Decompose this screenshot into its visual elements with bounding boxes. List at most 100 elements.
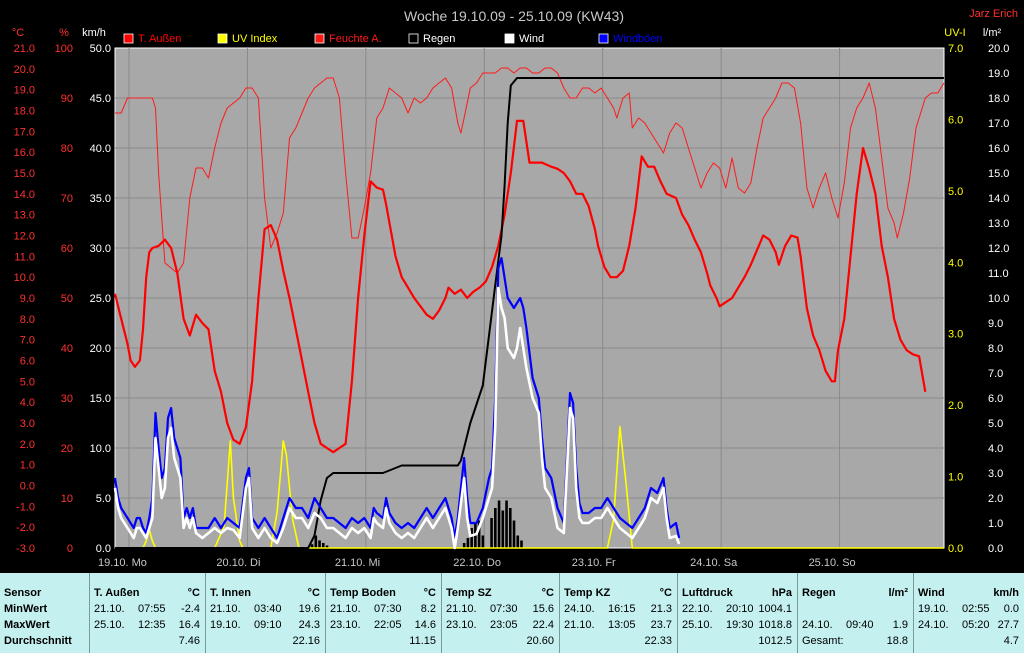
legend-swatch <box>408 33 419 44</box>
legend-swatch <box>123 33 134 44</box>
legend-label: Windböen <box>613 33 663 45</box>
grid-lines <box>115 48 944 548</box>
wind-tick-label: 30.0 <box>90 243 111 255</box>
chart-title: Woche 19.10.09 - 25.10.09 (KW43) <box>404 8 624 24</box>
legend-label: Regen <box>423 33 455 45</box>
uv-tick-label: 0.0 <box>948 543 963 555</box>
stats-header: Temp SZ °C <box>446 586 554 601</box>
humidity-tick-label: 20 <box>61 443 73 455</box>
stats-avg-value: 22.33 <box>644 635 672 647</box>
humidity-tick-label: 40 <box>61 343 73 355</box>
stats-header: T. Außen °C <box>94 586 200 601</box>
stats-label-min: MinWert <box>4 603 48 615</box>
stats-sensor-name: Temp Boden <box>330 587 396 599</box>
stats-avg-value: 20.60 <box>526 635 554 647</box>
rain-tick-label: 17.0 <box>988 118 1009 130</box>
legend-swatch <box>598 33 609 44</box>
rain-tick-label: 2.0 <box>988 493 1003 505</box>
stats-min-row: 19.10. 02:55 0.0 <box>918 602 1019 617</box>
wind-tick-label: 0.0 <box>96 543 111 555</box>
series-line-feuchte-a- <box>115 67 945 274</box>
rain-tick-label: 14.0 <box>988 193 1009 205</box>
stats-min-time: 20:10 <box>726 603 754 615</box>
wind-tick-label: 10.0 <box>90 443 111 455</box>
temp-tick-label: 8.0 <box>20 314 35 326</box>
stats-avg-row: 1012.5 <box>682 634 792 649</box>
temp-tick-label: 9.0 <box>20 293 35 305</box>
stats-column: Luftdruck hPa 22.10. 20:10 1004.1 25.10. 19:30… <box>677 573 798 653</box>
rain-bar <box>325 545 329 548</box>
stats-sensor-name: T. Außen <box>94 587 140 599</box>
x-tick-label: 20.10. Di <box>216 557 260 569</box>
stats-min-row: 21.10. 07:30 15.6 <box>446 602 554 617</box>
rain-tick-label: 15.0 <box>988 168 1009 180</box>
stats-max-time: 09:10 <box>254 619 282 631</box>
stats-min-time: 07:30 <box>490 603 518 615</box>
temp-tick-label: 13.0 <box>14 210 35 222</box>
stats-max-time: 23:05 <box>490 619 518 631</box>
temp-tick-label: 19.0 <box>14 85 35 97</box>
temp-tick-label: 20.0 <box>14 64 35 76</box>
x-tick-label: 19.10. Mo <box>98 557 147 569</box>
stats-header: Temp KZ °C <box>564 586 672 601</box>
rain-tick-label: 4.0 <box>988 443 1003 455</box>
wind-tick-label: 45.0 <box>90 93 111 105</box>
stats-header: Temp Boden °C <box>330 586 436 601</box>
rain-bar <box>310 544 314 548</box>
temp-axis-title: °C <box>12 27 24 39</box>
stats-max-time: 13:05 <box>608 619 636 631</box>
rain-bar <box>477 520 481 548</box>
humidity-tick-label: 0 <box>67 543 73 555</box>
stats-header: T. Innen °C <box>210 586 320 601</box>
rain-bar <box>481 535 485 548</box>
stats-max-value: 22.4 <box>532 619 554 631</box>
stats-sensor-name: Wind <box>918 587 945 599</box>
stats-unit: °C <box>659 587 672 599</box>
uv-tick-label: 7.0 <box>948 43 963 55</box>
rain-tick-label: 16.0 <box>988 143 1009 155</box>
stats-min-value: 15.6 <box>532 603 554 615</box>
rain-tick-label: 6.0 <box>988 393 1003 405</box>
legend-swatch <box>217 33 228 44</box>
x-tick-label: 22.10. Do <box>453 557 501 569</box>
humidity-tick-label: 10 <box>61 493 73 505</box>
stats-max-date: 25.10. <box>94 619 125 631</box>
stats-max-row: 25.10. 12:35 16.4 <box>94 618 200 633</box>
rain-tick-label: 5.0 <box>988 418 1003 430</box>
stats-avg-row: Gesamt: 18.8 <box>802 634 908 649</box>
temp-tick-label: 2.0 <box>20 439 35 451</box>
stats-column: Temp Boden °C 21.10. 07:30 8.2 23.10. 22:05 14.… <box>325 573 442 653</box>
rain-tick-label: 13.0 <box>988 218 1009 230</box>
stats-min-time: 16:15 <box>608 603 636 615</box>
humidity-tick-label: 80 <box>61 143 73 155</box>
stats-max-time: 12:35 <box>138 619 166 631</box>
stats-column: Temp SZ °C 21.10. 07:30 15.6 23.10. 23:05 22.4 2… <box>441 573 560 653</box>
temp-tick-label: 15.0 <box>14 168 35 180</box>
wind-tick-label: 50.0 <box>90 43 111 55</box>
stats-sensor-name: T. Innen <box>210 587 251 599</box>
stats-column: Wind km/h 19.10. 02:55 0.0 24.10. 05:20 27.7 4.7 <box>913 573 1024 653</box>
wind-tick-label: 20.0 <box>90 343 111 355</box>
stats-unit: °C <box>541 587 554 599</box>
stats-max-value: 1018.8 <box>758 619 792 631</box>
stats-avg-row: 20.60 <box>446 634 554 649</box>
stats-min-date: 19.10. <box>918 603 949 615</box>
rain-bar <box>490 518 493 548</box>
stats-column: Temp KZ °C 24.10. 16:15 21.3 21.10. 13:05 23.7 2… <box>559 573 678 653</box>
temp-tick-label: 11.0 <box>14 251 35 263</box>
rain-axis-title: l/m² <box>983 27 1002 39</box>
rain-tick-label: 7.0 <box>988 368 1003 380</box>
stats-sensor-name: Temp KZ <box>564 587 611 599</box>
rain-bar <box>318 540 321 548</box>
legend-swatch <box>314 33 325 44</box>
legend-label: Wind <box>519 33 544 45</box>
uv-axis-title: UV-I <box>944 27 965 39</box>
stats-avg-row: 11.15 <box>330 634 436 649</box>
rain-tick-label: 10.0 <box>988 293 1009 305</box>
x-tick-label: 21.10. Mi <box>335 557 380 569</box>
stats-min-row: 24.10. 16:15 21.3 <box>564 602 672 617</box>
rain-bar <box>314 535 318 548</box>
stats-label-avg: Durchschnitt <box>4 635 72 647</box>
stats-header: Regen l/m² <box>802 586 908 601</box>
stats-avg-row: 22.16 <box>210 634 320 649</box>
